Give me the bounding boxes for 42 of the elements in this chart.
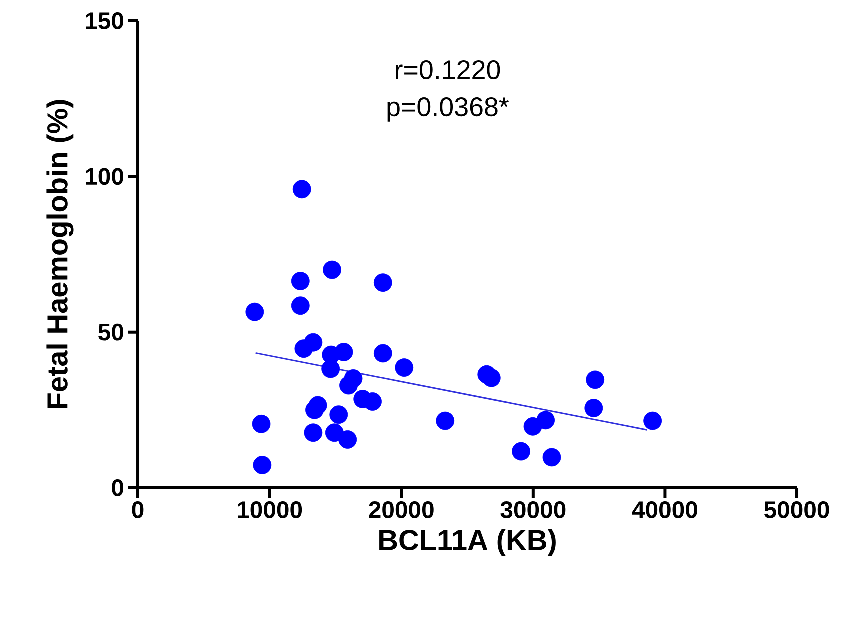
point: [322, 360, 340, 378]
y-tick-label: 50: [98, 324, 124, 341]
point: [586, 370, 605, 390]
x-tick-label: 40000: [632, 502, 698, 518]
y-tick-label: 100: [86, 168, 124, 186]
x-tick-label: 50000: [764, 502, 830, 518]
point: [512, 442, 530, 461]
point: [364, 392, 382, 411]
point: [374, 344, 392, 363]
point: [436, 412, 455, 430]
x-tick-label: 10000: [238, 502, 302, 518]
point: [536, 411, 555, 430]
y-axis-title: Fetal Haemoglobin (%): [46, 100, 74, 408]
point: [253, 456, 272, 474]
point: [291, 296, 310, 316]
x-tick-label: 20000: [369, 502, 434, 518]
point: [246, 302, 264, 322]
point: [395, 358, 414, 378]
point: [291, 272, 310, 290]
point: [338, 430, 358, 449]
point: [306, 400, 324, 420]
x-tick-label: 30000: [500, 502, 566, 518]
point: [304, 333, 323, 352]
point: [252, 414, 271, 434]
point: [304, 424, 323, 442]
annotation: r=0.1220: [396, 60, 500, 80]
point: [330, 406, 348, 424]
y-tick-label: 0: [112, 480, 124, 496]
point: [340, 376, 358, 395]
point: [374, 274, 392, 292]
point: [325, 424, 344, 442]
y-tick-label: 150: [86, 12, 124, 30]
point: [542, 448, 562, 467]
point: [584, 399, 604, 418]
point: [323, 260, 342, 280]
point: [482, 368, 501, 388]
x-axis-title: BCL11A (KB): [380, 529, 556, 556]
point: [334, 343, 354, 362]
x-tick-label: 0: [132, 502, 144, 518]
point: [292, 180, 312, 199]
annotation: p=0.0368*: [388, 98, 510, 122]
point: [644, 412, 662, 430]
